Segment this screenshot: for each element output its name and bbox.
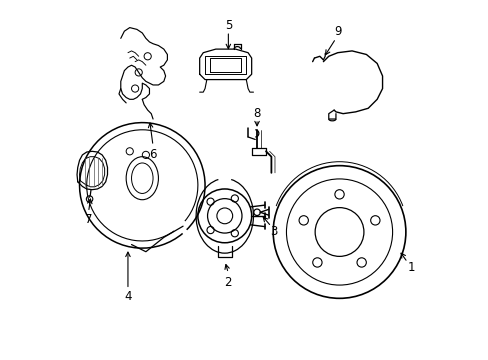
Text: 2: 2 bbox=[224, 276, 232, 289]
Text: 8: 8 bbox=[253, 107, 260, 120]
Text: 6: 6 bbox=[149, 148, 157, 161]
Text: 5: 5 bbox=[224, 19, 232, 32]
Text: 9: 9 bbox=[334, 26, 342, 39]
Text: 4: 4 bbox=[124, 290, 131, 303]
Text: 7: 7 bbox=[84, 213, 92, 226]
Text: 3: 3 bbox=[270, 225, 277, 238]
Text: 1: 1 bbox=[407, 261, 414, 274]
